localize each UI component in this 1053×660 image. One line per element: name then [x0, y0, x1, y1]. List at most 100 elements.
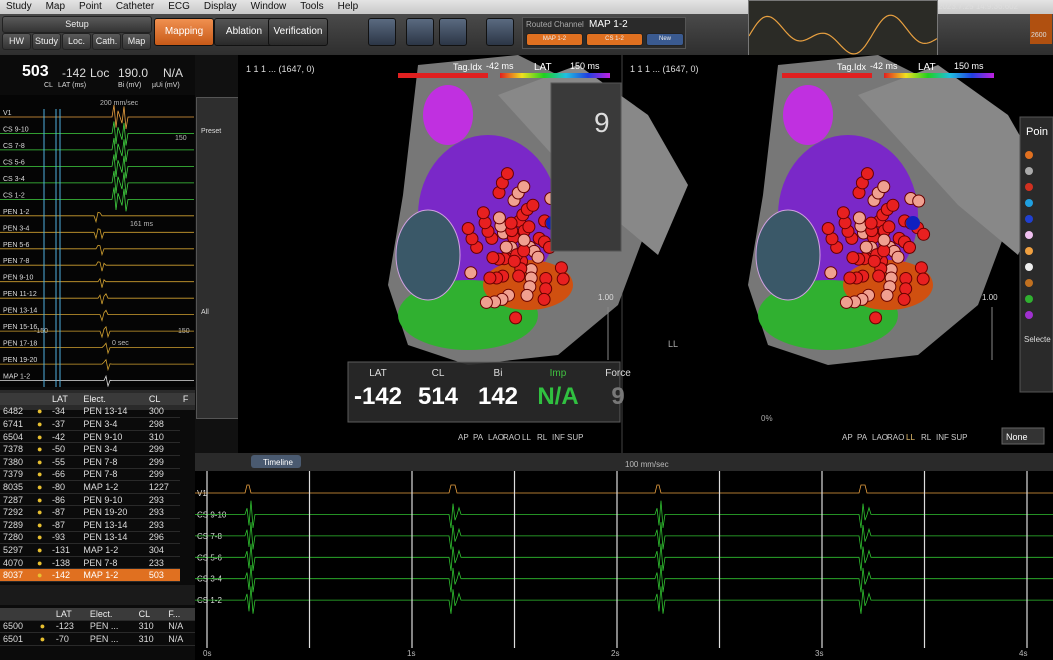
icon-button[interactable]	[486, 18, 514, 46]
map-point	[504, 216, 518, 230]
live-uni-label: µUi (mV)	[152, 82, 180, 89]
view-button[interactable]: SUP	[567, 433, 583, 442]
menu-item[interactable]: Catheter	[115, 1, 155, 12]
cell: 7379	[0, 468, 35, 482]
map-point	[899, 282, 913, 296]
view-button[interactable]: LL	[906, 433, 915, 442]
view-button[interactable]: LAO	[488, 433, 504, 442]
live-bi-label: Bi (mV)	[118, 82, 142, 89]
live-lat: -142	[62, 66, 87, 80]
menu-item[interactable]: Help	[337, 1, 359, 12]
panel-number: 9	[594, 107, 610, 138]
mode-button[interactable]: Mapping	[154, 18, 214, 46]
catheter-panel	[550, 82, 622, 252]
tab-button[interactable]: Cath.	[92, 33, 121, 50]
cell: -34	[49, 405, 81, 419]
view-button[interactable]: LL	[522, 433, 531, 442]
view-button[interactable]: SUP	[951, 433, 967, 442]
point-row[interactable]: 7292 ● -87 PEN 19-20 293	[0, 505, 195, 519]
timeline-button[interactable]	[251, 455, 301, 468]
readout-box	[347, 361, 621, 423]
cell: 7378	[0, 442, 35, 456]
legend-dot	[1025, 247, 1033, 255]
point-row[interactable]: 8035 ● -80 MAP 1-2 1227	[0, 480, 195, 494]
map-point	[864, 216, 878, 230]
channel-chip[interactable]: New	[646, 33, 684, 46]
tab-button[interactable]: Loc.	[62, 33, 91, 50]
signal-trace	[0, 187, 194, 212]
menu-item[interactable]: Display	[203, 1, 237, 12]
point-row[interactable]: 8037 ● -142 MAP 1-2 503	[0, 568, 195, 582]
mode-button[interactable]: Verification	[268, 18, 328, 46]
status-dot: ●	[34, 405, 49, 419]
tab-button[interactable]: HW	[2, 33, 31, 50]
point-row[interactable]: 6741 ● -37 PEN 3-4 298	[0, 417, 195, 431]
icon-button[interactable]	[439, 18, 467, 46]
cell: 8035	[0, 480, 35, 494]
menu-item[interactable]: Study	[6, 1, 32, 12]
menu-item[interactable]: ECG	[168, 1, 190, 12]
view-button[interactable]: LAO	[872, 433, 888, 442]
cell: -37	[49, 417, 81, 431]
channel-chip[interactable]: CS 1-2	[586, 33, 643, 46]
map-point	[507, 254, 521, 268]
map-point	[860, 167, 874, 181]
point-row[interactable]: 6501 ● -70 PEN ... 310 N/A	[0, 632, 195, 646]
header-cell: F	[179, 393, 195, 406]
legend-dot	[1025, 215, 1033, 223]
point-row[interactable]: 7287 ● -86 PEN 9-10 293	[0, 493, 195, 507]
view-button[interactable]: RL	[921, 433, 932, 442]
cell: -131	[49, 543, 81, 557]
icon-button[interactable]	[406, 18, 434, 46]
point-row[interactable]: 4070 ● -138 PEN 7-8 233	[0, 556, 195, 570]
cell: 296	[145, 531, 180, 545]
mode-button[interactable]: Ablation	[214, 18, 274, 46]
tab-button[interactable]: Study	[32, 33, 61, 50]
readout-label: LAT	[369, 368, 387, 379]
map-point	[486, 251, 500, 265]
scale-value: 1.00	[982, 293, 998, 302]
live-loc: Loc	[90, 66, 110, 80]
view-button[interactable]: PA	[857, 433, 868, 442]
none-dropdown[interactable]	[1001, 427, 1045, 445]
point-row[interactable]: 6500 ● -123 PEN ... 310 N/A	[0, 620, 195, 634]
cell: 6741	[0, 417, 35, 431]
point-row[interactable]: 7379 ● -66 PEN 7-8 299	[0, 468, 195, 482]
channel-chip[interactable]: MAP 1-2	[526, 33, 583, 46]
menu-item[interactable]: Point	[79, 1, 102, 12]
map-point	[824, 266, 838, 280]
tab-button[interactable]: Map	[122, 33, 151, 50]
view-button[interactable]: AP	[842, 433, 853, 442]
cell: 310	[135, 620, 166, 634]
view-button[interactable]: INF	[552, 433, 565, 442]
point-row[interactable]: 6482 ● -34 PEN 13-14 300	[0, 405, 195, 419]
cell: 503	[145, 568, 180, 582]
map-point	[882, 220, 896, 234]
timeline-trace	[195, 484, 1053, 494]
menu-item[interactable]: Tools	[300, 1, 324, 12]
menu-item[interactable]: Window	[250, 1, 287, 12]
view-button[interactable]: RAO	[503, 433, 520, 442]
point-row[interactable]: 5297 ● -131 MAP 1-2 304	[0, 543, 195, 557]
view-button[interactable]: INF	[936, 433, 949, 442]
readout-value: 9	[611, 383, 624, 410]
menu-item[interactable]: Map	[45, 1, 66, 12]
point-row[interactable]: 7280 ● -93 PEN 13-14 296	[0, 531, 195, 545]
point-row[interactable]: 7289 ● -87 PEN 13-14 293	[0, 518, 195, 532]
map-point	[843, 271, 857, 285]
view-button[interactable]: RL	[537, 433, 548, 442]
point-row[interactable]: 6504 ● -42 PEN 9-10 310	[0, 430, 195, 444]
cell: MAP 1-2	[80, 568, 146, 582]
view-button[interactable]: AP	[458, 433, 469, 442]
signal-trace	[0, 211, 194, 224]
point-row[interactable]: 7378 ● -50 PEN 3-4 299	[0, 442, 195, 456]
status-dot: ●	[34, 468, 49, 482]
view-button[interactable]: RAO	[887, 433, 904, 442]
legend-dot	[1025, 167, 1033, 175]
point-row[interactable]: 7380 ● -55 PEN 7-8 299	[0, 455, 195, 469]
view-button[interactable]: PA	[473, 433, 484, 442]
icon-button[interactable]	[368, 18, 396, 46]
badge: 2600	[1030, 14, 1052, 44]
cell: -50	[49, 442, 81, 456]
map-point	[836, 206, 850, 220]
